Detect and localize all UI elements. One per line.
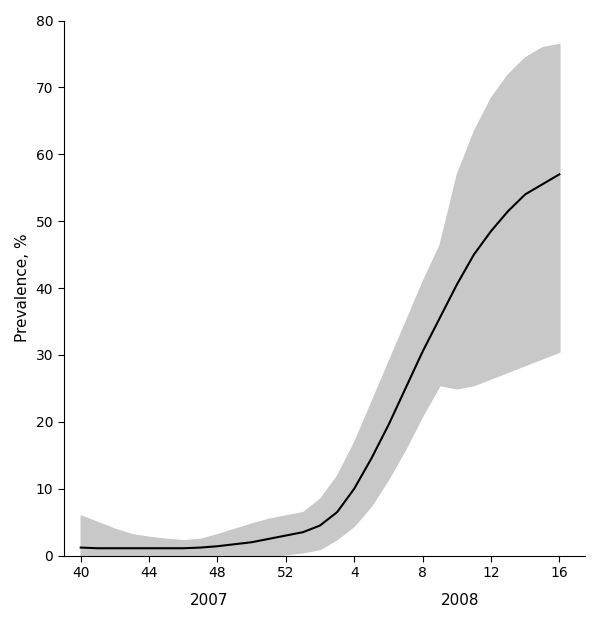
Text: 2008: 2008 [440, 593, 479, 608]
Y-axis label: Prevalence, %: Prevalence, % [15, 234, 30, 342]
Text: 2007: 2007 [190, 593, 229, 608]
